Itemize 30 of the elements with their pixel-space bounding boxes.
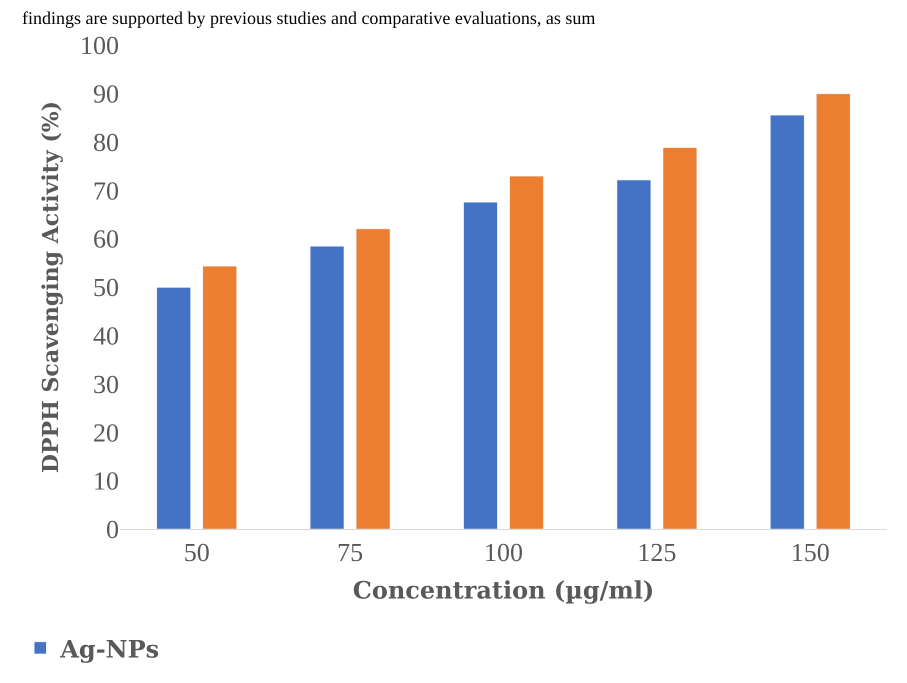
x-tick-label: 50 xyxy=(184,538,210,568)
bar xyxy=(356,228,390,529)
y-axis-title: DPPH Scavenging Activity (%) xyxy=(38,100,64,474)
text: findings are supported by previous studies and comparative evaluations, as sum xyxy=(22,8,596,28)
x-tick-label: 150 xyxy=(790,538,830,568)
y-tick-label: 70 xyxy=(93,176,119,206)
x-axis-title: Concentration (µg/ml) xyxy=(352,576,654,604)
bar xyxy=(662,147,698,529)
y-tick-label: 90 xyxy=(93,80,119,108)
bar xyxy=(616,180,652,529)
bar xyxy=(202,266,237,529)
y-tick-label: 20 xyxy=(93,418,119,448)
y-tick-label: 50 xyxy=(93,273,119,302)
y-tick-label: 80 xyxy=(93,128,119,157)
bar xyxy=(156,287,191,529)
y-tick-label: 60 xyxy=(93,224,119,254)
bar xyxy=(770,114,804,529)
bar xyxy=(463,202,498,529)
y-tick-label: 10 xyxy=(93,466,119,496)
bar xyxy=(509,176,544,529)
y-tick-label: 0 xyxy=(106,515,119,544)
y-tick-label: 30 xyxy=(93,370,119,399)
bar xyxy=(310,246,344,529)
x-tick-label: 75 xyxy=(337,538,364,568)
x-tick-label: 100 xyxy=(484,538,523,568)
bar xyxy=(816,94,850,529)
legend-label: Ag-NPs xyxy=(59,634,160,664)
y-tick-label: 40 xyxy=(93,322,119,350)
x-tick-label: 125 xyxy=(637,538,676,568)
y-tick-label: 100 xyxy=(80,31,119,60)
